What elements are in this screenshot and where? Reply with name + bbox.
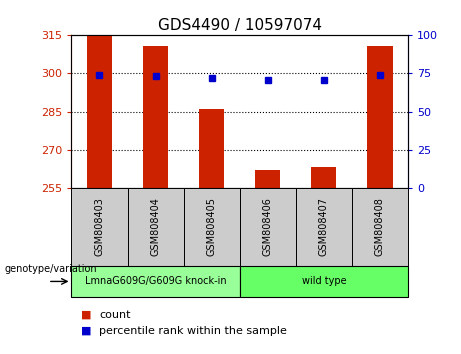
Text: GSM808408: GSM808408 bbox=[375, 197, 385, 256]
Text: LmnaG609G/G609G knock-in: LmnaG609G/G609G knock-in bbox=[85, 276, 226, 286]
Bar bbox=[71, 266, 240, 297]
Bar bbox=[199, 109, 225, 188]
Bar bbox=[143, 46, 168, 188]
Text: percentile rank within the sample: percentile rank within the sample bbox=[99, 326, 287, 336]
Bar bbox=[183, 188, 240, 266]
Text: ■: ■ bbox=[81, 326, 91, 336]
Text: wild type: wild type bbox=[301, 276, 346, 286]
Bar bbox=[128, 188, 183, 266]
Bar bbox=[311, 167, 337, 188]
Text: count: count bbox=[99, 310, 130, 320]
Bar bbox=[255, 170, 280, 188]
Title: GDS4490 / 10597074: GDS4490 / 10597074 bbox=[158, 18, 322, 33]
Text: genotype/variation: genotype/variation bbox=[5, 264, 97, 274]
Bar bbox=[296, 188, 352, 266]
Bar bbox=[87, 35, 112, 188]
Bar bbox=[352, 188, 408, 266]
Text: GSM808407: GSM808407 bbox=[319, 197, 329, 256]
Bar bbox=[240, 266, 408, 297]
Text: GSM808406: GSM808406 bbox=[263, 197, 273, 256]
Bar bbox=[71, 188, 128, 266]
Text: GSM808403: GSM808403 bbox=[95, 197, 105, 256]
Bar bbox=[240, 188, 296, 266]
Text: GSM808405: GSM808405 bbox=[207, 197, 217, 256]
Text: ■: ■ bbox=[81, 310, 91, 320]
Text: GSM808404: GSM808404 bbox=[151, 197, 160, 256]
Bar bbox=[367, 46, 393, 188]
